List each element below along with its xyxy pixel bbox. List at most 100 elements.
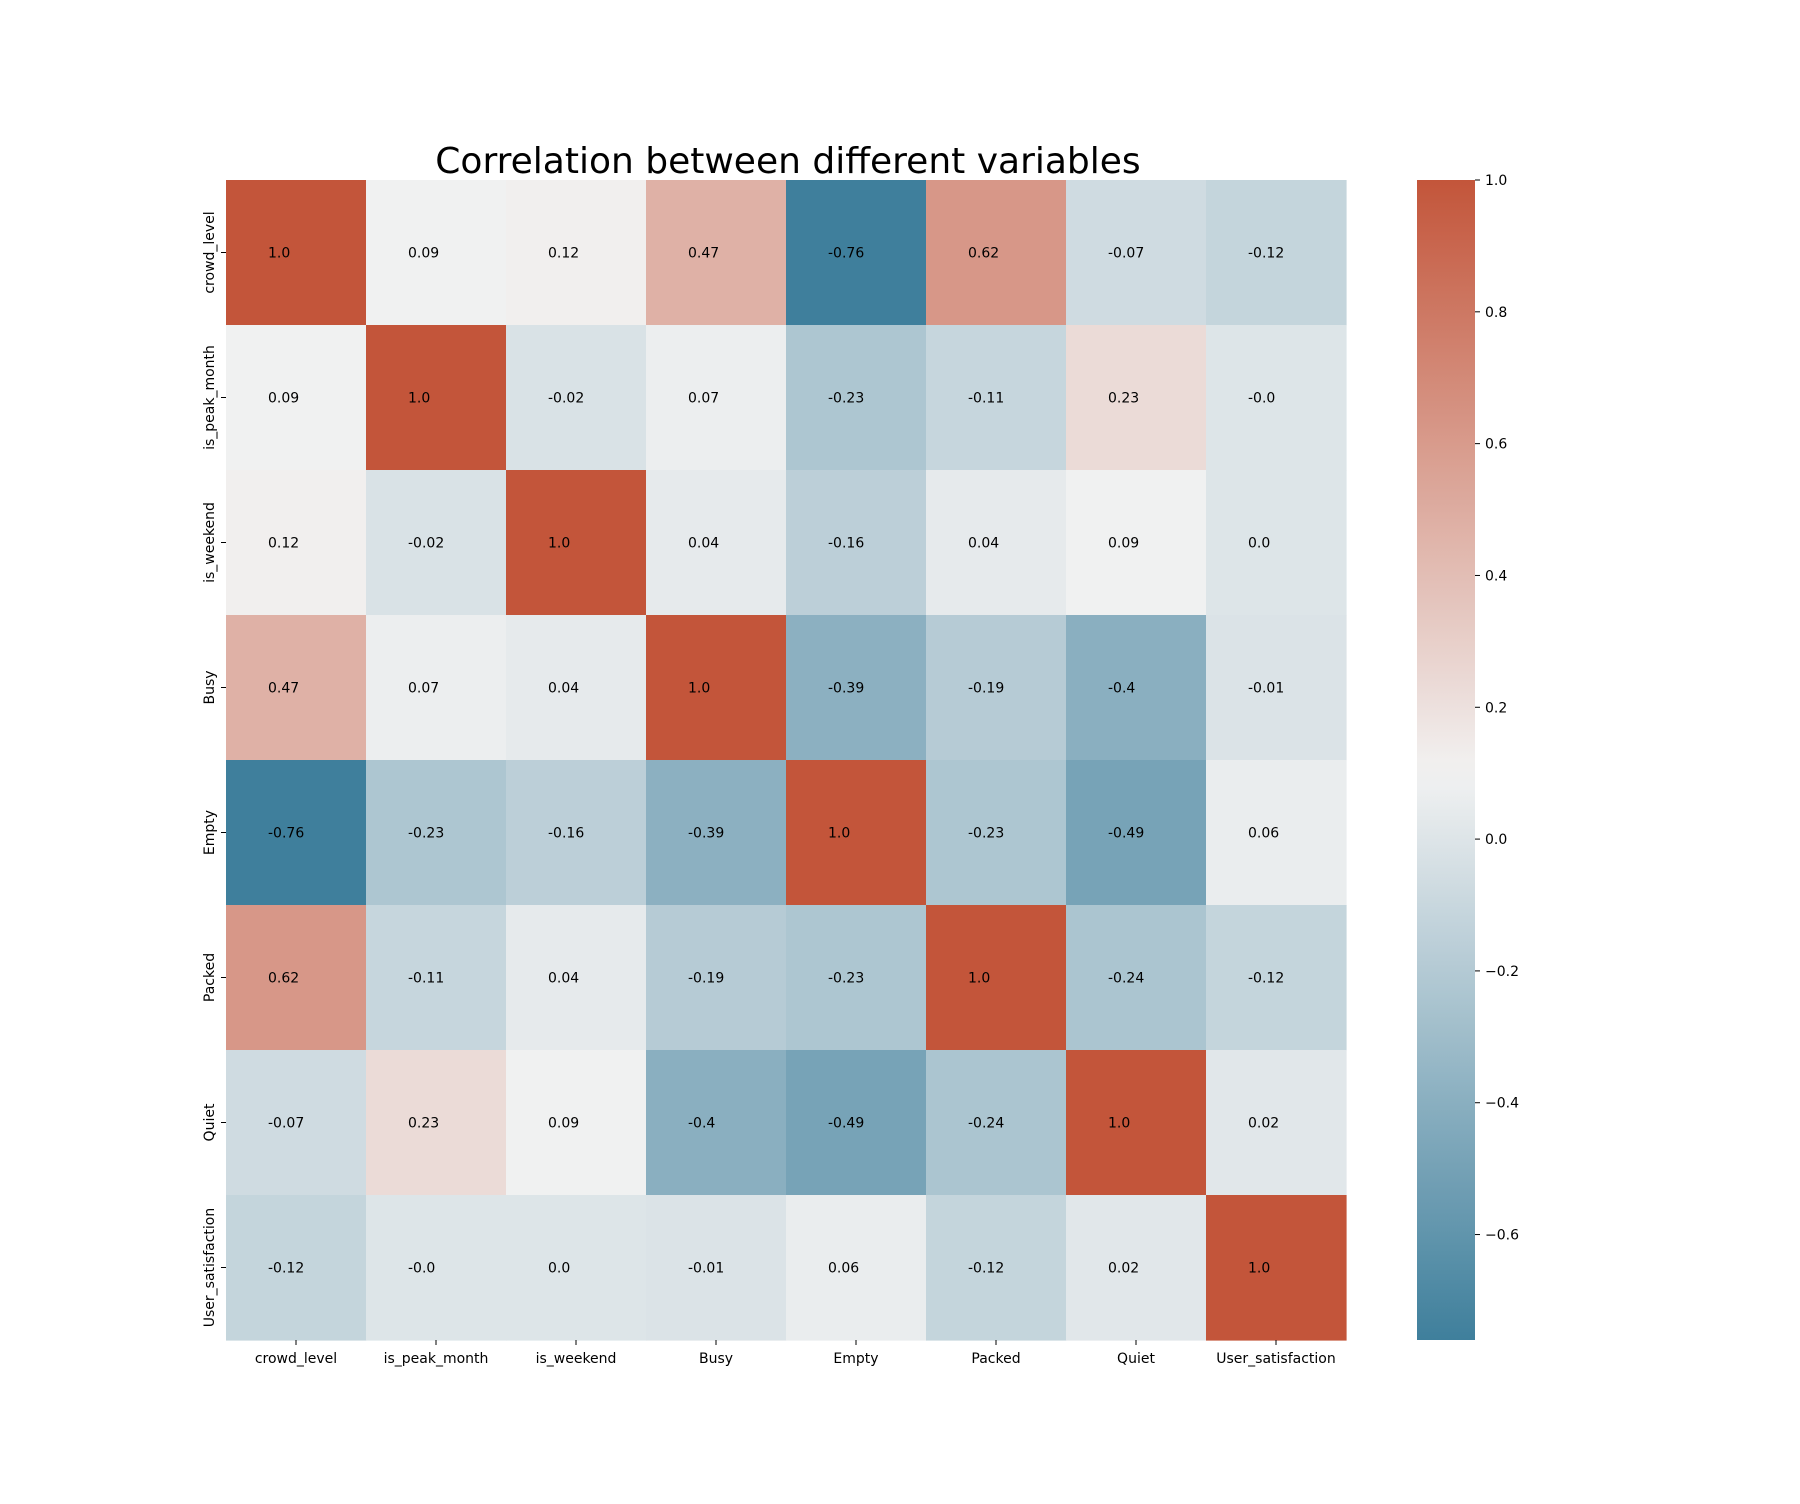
cell-value-label: 0.07 — [408, 681, 439, 697]
heatmap-cell — [366, 325, 507, 471]
heatmap-cell — [1206, 180, 1347, 326]
y-tick-label: Busy — [202, 670, 218, 704]
heatmap-cell — [786, 760, 927, 906]
y-tick-label: crowd_level — [202, 211, 218, 293]
cell-value-label: 0.47 — [268, 681, 299, 697]
x-tick-label: Busy — [699, 1351, 733, 1367]
heatmap-cell — [226, 325, 367, 471]
x-tick-label: User_satisfaction — [1216, 1351, 1335, 1367]
cell-value-label: 1.0 — [268, 246, 290, 262]
cell-value-label: -0.16 — [548, 826, 584, 842]
cell-value-label: -0.12 — [968, 1261, 1004, 1277]
x-tick-label: is_peak_month — [384, 1351, 489, 1367]
cell-value-label: 0.07 — [688, 391, 719, 407]
x-tick-label: Quiet — [1117, 1351, 1155, 1367]
cell-value-label: 1.0 — [828, 826, 850, 842]
heatmap-cell-labels: 1.0 0.09 0.12 0.47 -0.76 0.62 -0.07 -0.12 0.09 1.… — [268, 246, 1284, 1277]
heatmap-cell — [506, 615, 647, 761]
cell-value-label: -0.07 — [1108, 246, 1144, 262]
heatmap-cell — [1206, 615, 1347, 761]
cell-value-label: 0.04 — [688, 536, 719, 552]
heatmap-cell — [1066, 470, 1207, 616]
y-tick-label: is_weekend — [202, 502, 218, 583]
cell-value-label: 0.0 — [548, 1261, 570, 1277]
heatmap-cell — [1066, 1050, 1207, 1196]
colorbar-tick-label: −0.4 — [1485, 1096, 1519, 1112]
heatmap-cell — [786, 180, 927, 326]
cell-value-label: -0.12 — [1248, 246, 1284, 262]
cell-value-label: -0.01 — [688, 1261, 724, 1277]
heatmap-cell — [926, 1195, 1067, 1341]
heatmap-cell — [786, 470, 927, 616]
colorbar-gradient — [1417, 180, 1475, 1340]
heatmap-cell — [786, 1050, 927, 1196]
colorbar-tick-label: 0.0 — [1485, 832, 1507, 848]
cell-value-label: -0.76 — [828, 246, 864, 262]
heatmap-cell — [786, 325, 927, 471]
cell-value-label: 0.12 — [548, 246, 579, 262]
cell-value-label: -0.23 — [828, 391, 864, 407]
heatmap-cell — [226, 905, 367, 1051]
cell-value-label: -0.24 — [1108, 971, 1144, 987]
heatmap-cell — [506, 1195, 647, 1341]
colorbar-tick-label: 1.0 — [1485, 173, 1507, 189]
heatmap-cell — [226, 180, 367, 326]
heatmap-cell — [1206, 760, 1347, 906]
cell-value-label: 0.02 — [1108, 1261, 1139, 1277]
colorbar-tick-label: −0.2 — [1485, 964, 1519, 980]
heatmap-cell — [226, 760, 367, 906]
cell-value-label: -0.19 — [688, 971, 724, 987]
x-tick-label: Empty — [833, 1351, 878, 1367]
heatmap-cell — [366, 905, 507, 1051]
heatmap-cell — [506, 180, 647, 326]
heatmap-cell — [506, 760, 647, 906]
heatmap-cell — [646, 760, 787, 906]
heatmap-cell — [506, 1050, 647, 1196]
cell-value-label: -0.0 — [1248, 391, 1275, 407]
cell-value-label: 1.0 — [1108, 1116, 1130, 1132]
cell-value-label: 0.47 — [688, 246, 719, 262]
heatmap-cell — [786, 905, 927, 1051]
x-axis: crowd_level is_peak_month is_weekend Busy Em… — [255, 1340, 1336, 1367]
heatmap-cell — [366, 1195, 507, 1341]
cell-value-label: 0.04 — [548, 971, 579, 987]
y-tick-label: Quiet — [202, 1103, 218, 1141]
heatmap-cell — [366, 180, 507, 326]
cell-value-label: 0.62 — [968, 246, 999, 262]
cell-value-label: 0.09 — [548, 1116, 579, 1132]
cell-value-label: 0.12 — [268, 536, 299, 552]
heatmap-cell — [226, 470, 367, 616]
cell-value-label: 0.02 — [1248, 1116, 1279, 1132]
cell-value-label: -0.4 — [688, 1116, 715, 1132]
colorbar-tick-label: 0.6 — [1485, 437, 1507, 453]
cell-value-label: -0.19 — [968, 681, 1004, 697]
y-axis: crowd_level is_peak_month is_weekend Busy Em… — [202, 211, 226, 1327]
heatmap-cell — [366, 1050, 507, 1196]
heatmap-cell — [646, 1195, 787, 1341]
cell-value-label: -0.16 — [828, 536, 864, 552]
cell-value-label: -0.11 — [968, 391, 1004, 407]
cell-value-label: 1.0 — [688, 681, 710, 697]
cell-value-label: -0.4 — [1108, 681, 1135, 697]
cell-value-label: -0.11 — [408, 971, 444, 987]
heatmap-cell — [1206, 470, 1347, 616]
cell-value-label: -0.02 — [548, 391, 584, 407]
heatmap-cell — [786, 1195, 927, 1341]
cell-value-label: -0.49 — [1108, 826, 1144, 842]
heatmap-cell — [506, 470, 647, 616]
heatmap-cell — [1066, 1195, 1207, 1341]
cell-value-label: 0.0 — [1248, 536, 1270, 552]
heatmap-cell — [926, 615, 1067, 761]
heatmap-cell — [926, 905, 1067, 1051]
heatmap-cell — [1206, 1050, 1347, 1196]
cell-value-label: 1.0 — [548, 536, 570, 552]
heatmap-cell — [1066, 760, 1207, 906]
cell-value-label: -0.12 — [1248, 971, 1284, 987]
colorbar-tick-label: 0.2 — [1485, 700, 1507, 716]
heatmap-cell — [646, 1050, 787, 1196]
colorbar-tick-label: −0.6 — [1485, 1228, 1519, 1244]
cell-value-label: -0.0 — [408, 1261, 435, 1277]
heatmap-cell — [1066, 180, 1207, 326]
cell-value-label: 0.09 — [268, 391, 299, 407]
